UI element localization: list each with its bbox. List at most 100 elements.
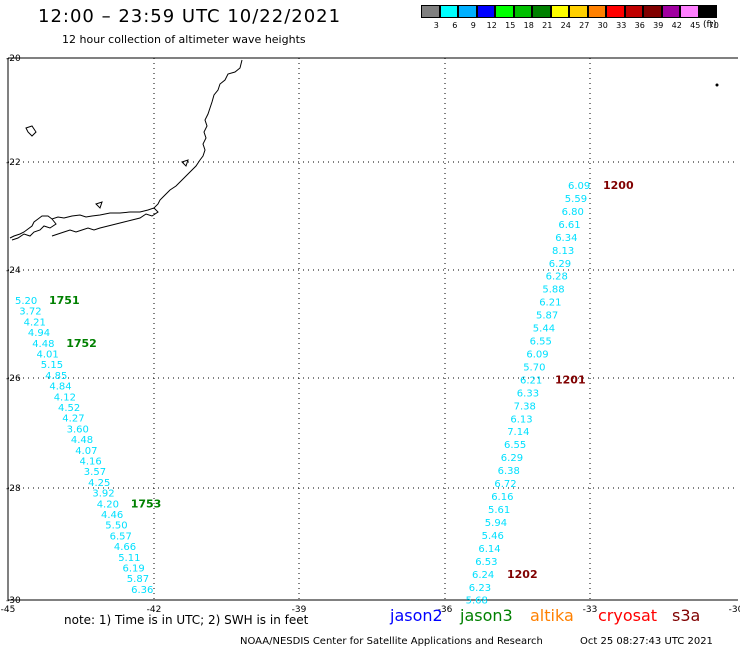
legend-s3a: s3a <box>672 606 701 625</box>
wave-height-label: 6.61 <box>558 220 580 231</box>
colorbar-swatch <box>532 5 551 18</box>
coastline <box>9 59 719 241</box>
map-title: 12:00 – 23:59 UTC 10/22/2021 <box>38 6 342 27</box>
colorbar-swatch <box>606 5 625 18</box>
island-small <box>95 201 103 209</box>
wave-height-label: 6.13 <box>510 414 532 425</box>
wave-height-label: 3.57 <box>84 467 106 478</box>
colorbar-label: 6 <box>452 21 458 30</box>
track-time-label: 1201 <box>555 373 586 386</box>
colorbar-swatch <box>680 5 699 18</box>
wave-height-label: 6.34 <box>555 233 577 244</box>
wave-height-label: 8.13 <box>552 246 574 257</box>
wave-height-label: 6.21 <box>520 375 542 386</box>
wave-height-label: 6.23 <box>469 583 491 594</box>
wave-height-label: 4.52 <box>58 403 80 414</box>
wave-height-label: 4.21 <box>24 317 46 328</box>
track-time-label: 1202 <box>507 568 538 581</box>
colorbar-label: 33 <box>616 21 627 30</box>
wave-height-label: 5.88 <box>542 285 564 296</box>
wave-height-label: 4.85 <box>45 371 67 382</box>
island-dot <box>715 83 719 87</box>
wave-height-label: 3.92 <box>92 489 114 500</box>
latitude-tick-label: -24 <box>6 266 21 276</box>
longitude-tick-label: -45 <box>1 605 16 615</box>
island-marker <box>25 125 37 137</box>
wave-height-label: 6.57 <box>110 531 132 542</box>
wave-height-label: 6.36 <box>131 585 153 596</box>
track-time-label: 1200 <box>603 179 634 192</box>
coast-inlet <box>51 207 159 237</box>
latitude-tick-label: -20 <box>6 54 21 64</box>
brazil-coastline <box>9 59 243 239</box>
colorbar-label: 21 <box>542 21 553 30</box>
colorbar-swatch <box>550 5 569 18</box>
colorbar-units: (ft) <box>703 20 717 30</box>
wave-height-label: 5.20 <box>15 296 37 307</box>
colorbar-swatch <box>458 5 477 18</box>
wave-height-colorbar: 3 6 9 12 15 18 21 24 27 30 33 36 39 42 45 70 (ft) <box>421 5 731 35</box>
wave-height-label: 4.12 <box>54 392 76 403</box>
wave-height-label: 4.25 <box>88 478 110 489</box>
colorbar-swatch <box>513 5 532 18</box>
footer-credit: NOAA/NESDIS Center for Satellite Applica… <box>240 636 543 647</box>
legend-cryosat: cryosat <box>598 606 658 625</box>
colorbar-label: 24 <box>560 21 571 30</box>
wave-height-label: 6.29 <box>549 259 571 270</box>
wave-height-label: 5.50 <box>105 521 127 532</box>
track-time-label: 1752 <box>66 337 97 350</box>
satellite-tracks: 5.203.724.214.944.484.015.154.854.844.12… <box>15 179 634 607</box>
wave-height-label: 5.59 <box>565 194 587 205</box>
wave-height-label: 4.27 <box>62 414 84 425</box>
wave-height-label: 6.55 <box>504 440 526 451</box>
wave-height-label: 5.94 <box>485 518 507 529</box>
legend-jason3: jason3 <box>460 606 513 625</box>
wave-height-label: 6.72 <box>494 479 516 490</box>
wave-height-label: 5.15 <box>41 360 63 371</box>
wave-height-label: 4.01 <box>37 350 59 361</box>
wave-height-label: 4.46 <box>101 510 123 521</box>
wave-height-label: 6.24 <box>472 570 494 581</box>
latitude-tick-label: -26 <box>6 374 21 384</box>
track-time-label: 1753 <box>131 497 162 510</box>
map-frame <box>7 57 738 601</box>
longitude-tick-label: -42 <box>147 605 162 615</box>
wave-height-label: 4.48 <box>32 339 54 350</box>
wave-height-label: 6.53 <box>475 557 497 568</box>
colorbar-swatch <box>439 5 458 18</box>
wave-height-label: 5.87 <box>127 574 149 585</box>
wave-height-label: 5.70 <box>523 362 545 373</box>
wave-height-label: 6.14 <box>478 544 500 555</box>
longitude-tick-label: -36 <box>438 605 453 615</box>
track-time-label: 1751 <box>49 294 80 307</box>
wave-height-label: 6.09 <box>526 349 548 360</box>
wave-height-label: 6.55 <box>530 337 552 348</box>
colorbar-swatch <box>661 5 680 18</box>
colorbar-label: 42 <box>671 21 682 30</box>
wave-height-label: 4.94 <box>28 328 50 339</box>
wave-height-label: 6.33 <box>517 388 539 399</box>
wave-height-label: 6.80 <box>562 207 584 218</box>
wave-height-label: 6.38 <box>498 466 520 477</box>
coast-bay <box>11 218 57 241</box>
colorbar-label: 30 <box>597 21 608 30</box>
longitude-tick-label: -30 <box>729 605 740 615</box>
colorbar-label: 70 <box>708 21 719 30</box>
wave-height-label: 4.20 <box>97 499 119 510</box>
wave-height-label: 6.09 <box>568 181 590 192</box>
wave-height-label: 5.11 <box>118 553 140 564</box>
colorbar-swatch <box>495 5 514 18</box>
colorbar-label: 27 <box>579 21 590 30</box>
colorbar-swatch <box>421 5 440 18</box>
latitude-tick-label: -28 <box>6 484 21 494</box>
colorbar-swatch <box>476 5 495 18</box>
island-small <box>181 159 189 167</box>
wave-height-label: 7.38 <box>514 401 536 412</box>
colorbar-swatch <box>587 5 606 18</box>
wave-height-label: 4.16 <box>80 457 102 468</box>
wave-height-label: 4.66 <box>114 542 136 553</box>
legend-jason2: jason2 <box>390 606 443 625</box>
wave-height-label: 5.68 <box>466 596 488 607</box>
colorbar-swatch <box>624 5 643 18</box>
